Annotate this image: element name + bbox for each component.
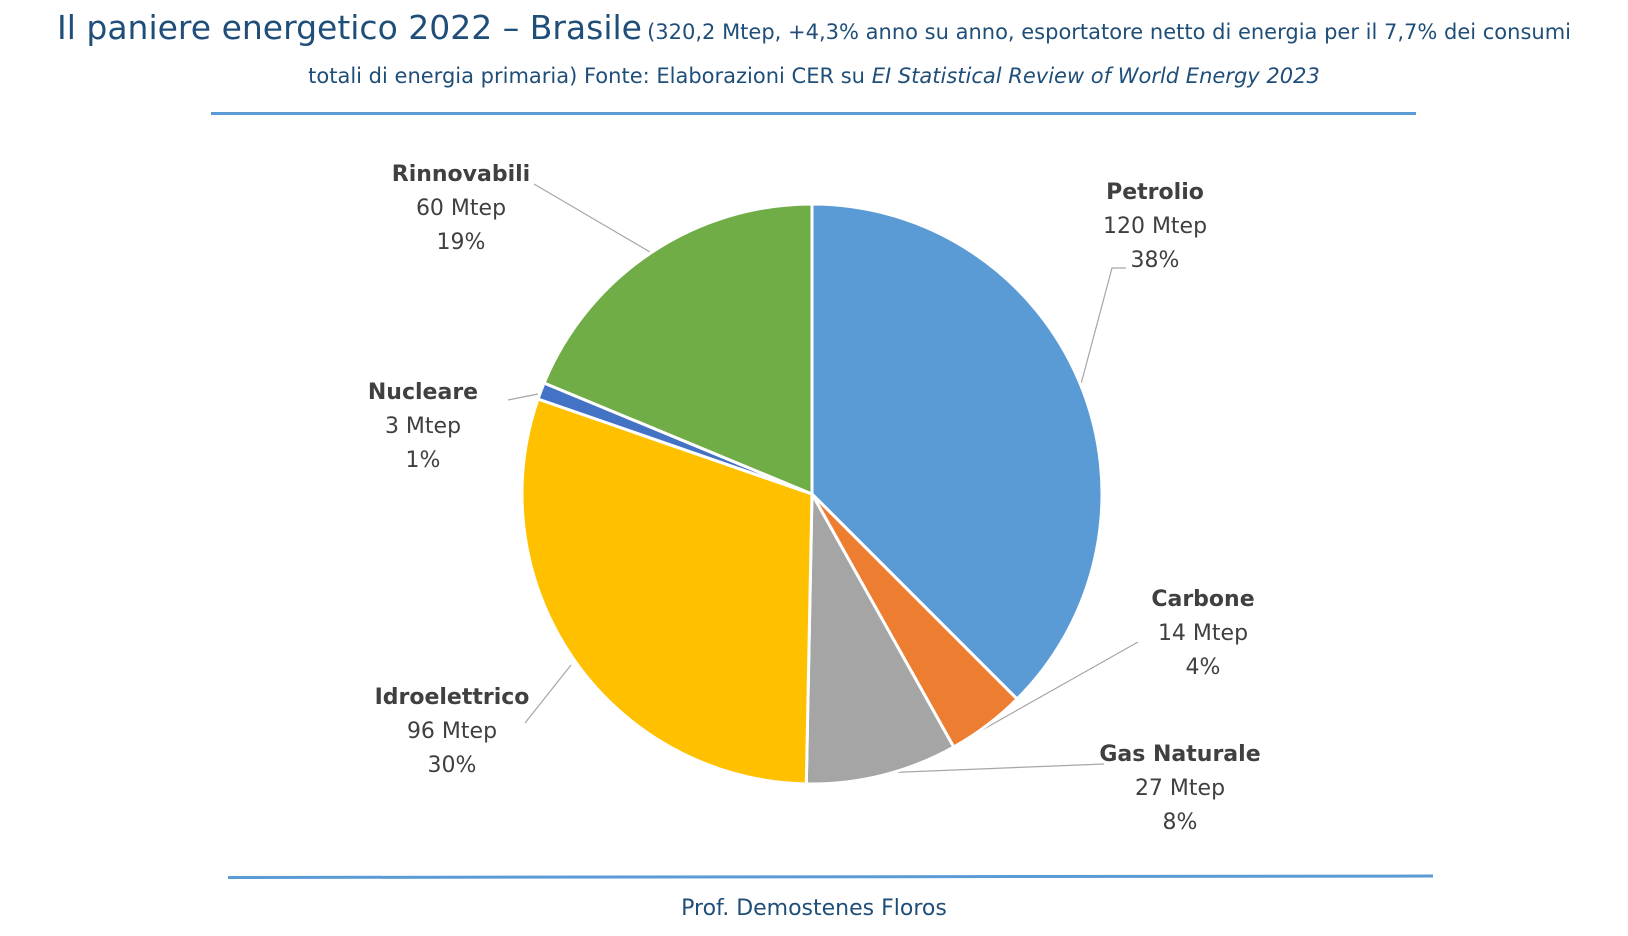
label-name-carbone: Carbone — [1151, 587, 1254, 612]
label-value-gas-naturale: 27 Mtep — [1135, 776, 1225, 801]
chart-subtitle-part1: (320,2 Mtep, +4,3% anno su anno, esporta… — [647, 20, 1572, 44]
chart-subtitle-part2: totali di energia primaria) Fonte: Elabo… — [308, 64, 865, 88]
pie-slice-petrolio — [810, 202, 1104, 701]
label-name-petrolio: Petrolio — [1106, 180, 1204, 205]
leader-line-gas-naturale — [878, 763, 1105, 774]
chart-source: EI Statistical Review of World Energy 20… — [871, 64, 1320, 88]
leader-line-rinnovabili — [533, 183, 651, 253]
label-value-idroelettrico: 96 Mtep — [407, 719, 497, 744]
title-line-2: totali di energia primaria) Fonte: Elabo… — [0, 60, 1628, 92]
label-percent-gas-naturale: 8% — [1163, 810, 1198, 835]
leader-line-idroelettrico — [524, 664, 572, 724]
chart-title-block: Il paniere energetico 2022 – Brasile (32… — [0, 2, 1628, 92]
label-value-nucleare: 3 Mtep — [385, 414, 461, 439]
label-percent-carbone: 4% — [1186, 655, 1221, 680]
label-name-rinnovabili: Rinnovabili — [392, 162, 530, 187]
label-percent-rinnovabili: 19% — [437, 230, 486, 255]
slice-labels: Petrolio 120 Mtep 38% Carbone 14 Mtep 4% Gas N… — [368, 162, 1261, 835]
label-name-gas-naturale: Gas Naturale — [1099, 742, 1260, 767]
label-percent-idroelettrico: 30% — [428, 753, 477, 778]
label-percent-nucleare: 1% — [406, 448, 441, 473]
label-percent-petrolio: 38% — [1131, 248, 1180, 273]
leader-lines — [507, 183, 1139, 774]
label-name-nucleare: Nucleare — [368, 380, 478, 405]
pie-slices — [520, 202, 1104, 786]
label-name-idroelettrico: Idroelettrico — [375, 685, 530, 710]
label-value-rinnovabili: 60 Mtep — [416, 196, 506, 221]
label-value-carbone: 14 Mtep — [1158, 621, 1248, 646]
chart-title: Il paniere energetico 2022 – Brasile — [56, 8, 642, 47]
title-line-1: Il paniere energetico 2022 – Brasile (32… — [0, 2, 1628, 60]
pie-slice-idroelettrico — [520, 397, 814, 786]
leader-line-nucleare — [507, 393, 539, 401]
pie-slice-rinnovabili — [542, 202, 814, 496]
pie-slice-gas-naturale — [804, 492, 956, 786]
footer-author: Prof. Demostenes Floros — [681, 896, 947, 921]
top-divider — [211, 112, 1416, 115]
leader-line-petrolio — [1080, 267, 1126, 385]
label-value-petrolio: 120 Mtep — [1103, 214, 1207, 239]
